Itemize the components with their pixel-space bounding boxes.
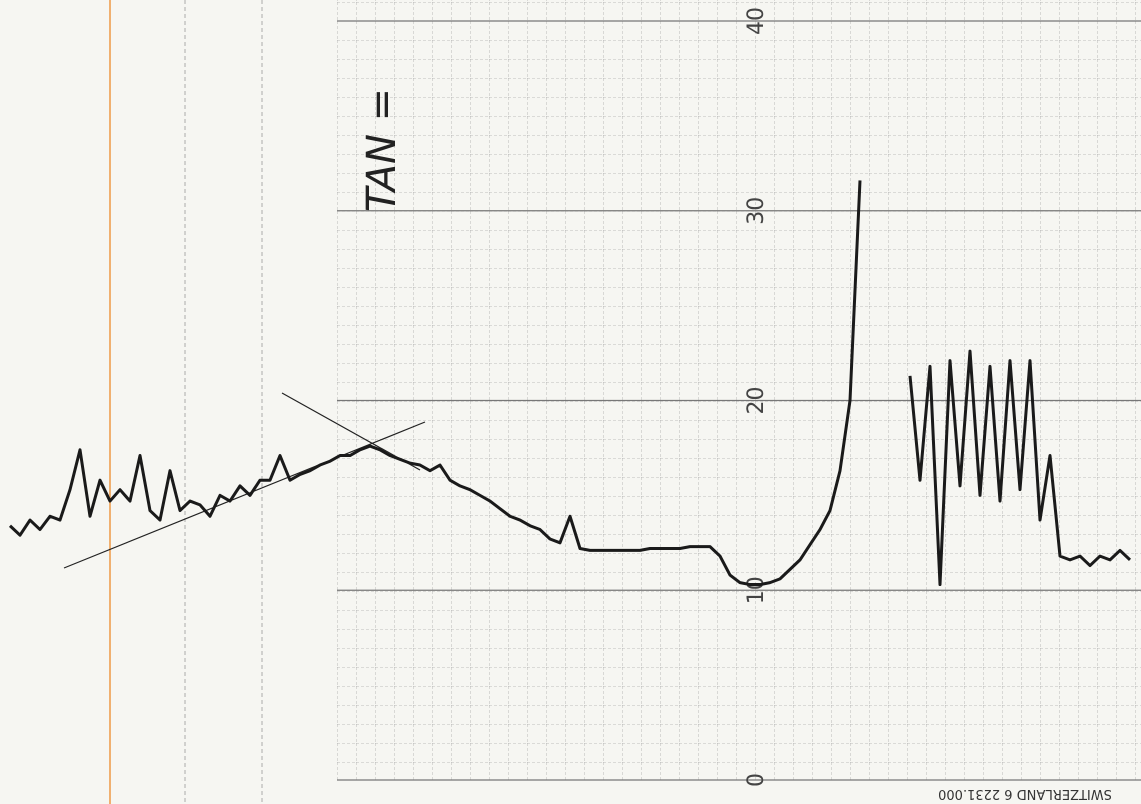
y-tick-label: 10 bbox=[744, 576, 769, 604]
page: TAN = SWITZERLAND 6 2231.000 010203040 (… bbox=[0, 0, 1141, 804]
minor-grid bbox=[337, 0, 1141, 780]
annotation: TAN = bbox=[359, 88, 405, 212]
chart: TAN = SWITZERLAND 6 2231.000 0 10 20 30 40 bbox=[0, 0, 1141, 804]
y-tick-label: 0 bbox=[744, 773, 769, 787]
imprint: SWITZERLAND 6 2231.000 bbox=[938, 786, 1112, 801]
y-tick-label: 20 bbox=[744, 387, 769, 415]
y-tick-label: 30 bbox=[744, 197, 769, 225]
y-tick-label: 40 bbox=[744, 7, 769, 35]
